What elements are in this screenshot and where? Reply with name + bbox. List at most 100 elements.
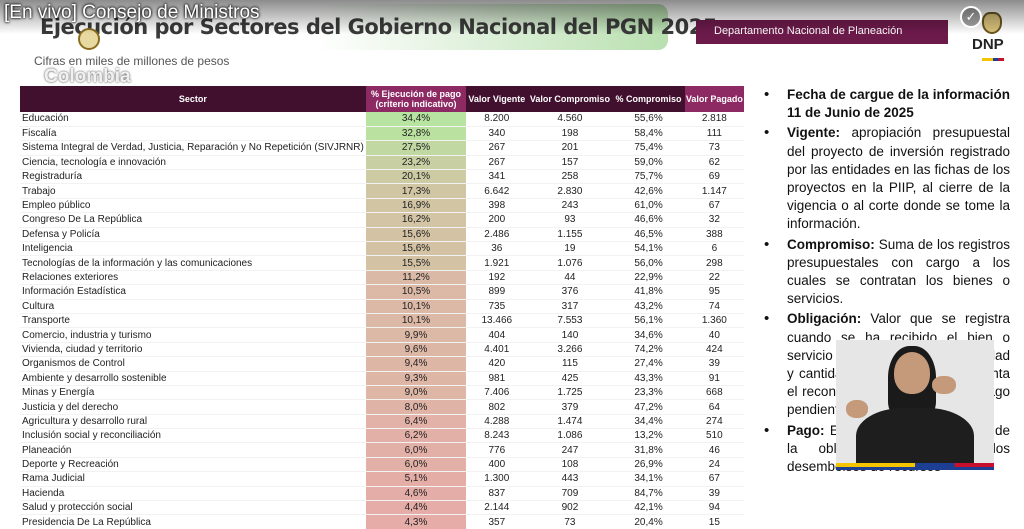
cell-pagado: 62 [684,155,744,171]
cell-pagado: 388 [684,227,744,243]
table-row: Inclusión social y reconciliación 6,2% 8.2… [20,428,744,444]
table-row: Congreso De La República 16,2% 200 93 46,6% 3… [20,212,744,228]
cell-pagado: 91 [684,371,744,386]
cell-pct-pago: 6,2% [365,428,467,444]
cell-compromiso: 243 [527,198,613,214]
cell-vigente: 6.642 [466,183,528,199]
sign-language-interpreter [836,340,994,470]
cell-pagado: 111 [684,126,744,142]
table-header-row: Sector % Ejecución de pago (criterio ind… [20,86,744,112]
dnp-logo: DNP [972,36,1004,53]
cell-pagado: 46 [684,442,744,458]
cell-pagado: 274 [684,414,744,430]
cell-pct-compromiso: 23,3% [612,385,685,401]
cell-pct-compromiso: 34,6% [612,327,685,343]
cell-vigente: 357 [466,514,528,529]
cell-pct-pago: 9,6% [365,342,467,358]
cell-pagado: 39 [684,356,744,372]
cell-pct-pago: 6,4% [365,414,467,430]
cell-pagado: 73 [684,140,744,156]
cell-compromiso: 115 [527,356,613,372]
cell-pct-compromiso: 75,7% [612,169,685,185]
definition-item: Fecha de cargue de la información 11 de … [760,86,1010,122]
cell-compromiso: 443 [527,471,613,487]
cell-pct-pago: 11,2% [365,270,467,286]
cell-pct-compromiso: 42,1% [612,500,685,516]
cell-vigente: 400 [466,457,528,473]
cell-pagado: 24 [684,457,744,473]
col-pct-pago: % Ejecución de pago (criterio indicativo… [365,86,467,112]
cell-pct-compromiso: 84,7% [612,486,685,502]
col-compromiso: Valor Compromiso [527,86,613,112]
cell-pct-compromiso: 34,4% [612,414,685,430]
cell-sector: Registraduría [20,169,366,185]
table-row: Deporte y Recreación 6,0% 400 108 26,9% 24 [20,457,744,473]
cell-vigente: 2.486 [466,227,528,243]
cell-vigente: 200 [466,212,528,228]
cell-vigente: 837 [466,486,528,502]
cell-vigente: 4.288 [466,414,528,430]
cell-compromiso: 1.155 [527,227,613,243]
cell-pct-compromiso: 54,1% [612,241,685,257]
watch-later-icon[interactable]: ✓ [960,6,982,28]
cell-sector: Inclusión social y reconciliación [20,428,366,444]
cell-pct-pago: 9,9% [365,327,467,343]
table-row: Agricultura y desarrollo rural 6,4% 4.288 1… [20,414,744,430]
cell-compromiso: 709 [527,486,613,502]
cell-sector: Agricultura y desarrollo rural [20,414,366,430]
cell-compromiso: 157 [527,155,613,171]
cell-pct-pago: 15,5% [365,255,467,271]
cell-sector: Comercio, industria y turismo [20,327,366,343]
interpreter-face [894,352,930,394]
cell-pct-compromiso: 20,4% [612,514,685,529]
cell-pct-pago: 20,1% [365,169,467,185]
sector-table: Sector % Ejecución de pago (criterio ind… [20,86,744,529]
cell-pct-pago: 16,2% [365,212,467,228]
cell-sector: Congreso De La República [20,212,366,228]
table-row: Educación 34,4% 8.200 4.560 55,6% 2.818 [20,112,744,127]
cell-pagado: 510 [684,428,744,444]
cell-sector: Tecnologías de la información y las comu… [20,255,366,271]
cell-pct-compromiso: 56,0% [612,255,685,271]
cell-compromiso: 93 [527,212,613,228]
table-row: Rama Judicial 5,1% 1.300 443 34,1% 67 [20,471,744,487]
definition-item: Vigente: apropiación presupuestal del pr… [760,124,1010,233]
cell-compromiso: 379 [527,399,613,415]
cell-compromiso: 44 [527,270,613,286]
col-vigente: Valor Vigente [466,86,528,112]
cell-pct-pago: 10,1% [365,313,467,329]
cell-pct-pago: 32,8% [365,126,467,142]
country-name: Colombia [44,66,131,87]
cell-vigente: 13.466 [466,313,528,329]
cell-sector: Cultura [20,299,366,314]
table-row: Trabajo 17,3% 6.642 2.830 42,6% 1.147 [20,183,744,199]
slide-subtitle: Cifras en miles de millones de pesos [34,54,230,68]
cell-compromiso: 4.560 [527,112,613,127]
cell-compromiso: 376 [527,284,613,300]
cell-pct-compromiso: 26,9% [612,457,685,473]
cell-pagado: 39 [684,486,744,502]
table-row: Presidencia De La República 4,3% 357 73 20,4… [20,514,744,529]
cell-pagado: 15 [684,514,744,529]
video-title[interactable]: [En vivo] Consejo de Ministros [4,2,260,23]
cell-sector: Hacienda [20,486,366,502]
table-row: Hacienda 4,6% 837 709 84,7% 39 [20,486,744,502]
cell-vigente: 340 [466,126,528,142]
table-row: Información Estadística 10,5% 899 376 41,8% 9… [20,284,744,300]
department-tag: Departamento Nacional de Planeación [696,20,948,44]
col-pagado: Valor Pagado [684,86,744,112]
interpreter-hand [846,400,868,418]
table-row: Tecnologías de la información y las comu… [20,255,744,271]
cell-pct-compromiso: 46,5% [612,227,685,243]
cell-pct-compromiso: 13,2% [612,428,685,444]
definition-text: apropiación presupuestal del proyecto de… [787,125,1010,232]
cell-sector: Organismos de Control [20,356,366,372]
cell-vigente: 7.406 [466,385,528,401]
cell-compromiso: 140 [527,327,613,343]
cell-compromiso: 258 [527,169,613,185]
cell-compromiso: 1.086 [527,428,613,444]
table-row: Relaciones exteriores 11,2% 192 44 22,9% 22 [20,270,744,286]
cell-pct-pago: 8,0% [365,399,467,415]
cell-compromiso: 201 [527,140,613,156]
cell-vigente: 404 [466,327,528,343]
